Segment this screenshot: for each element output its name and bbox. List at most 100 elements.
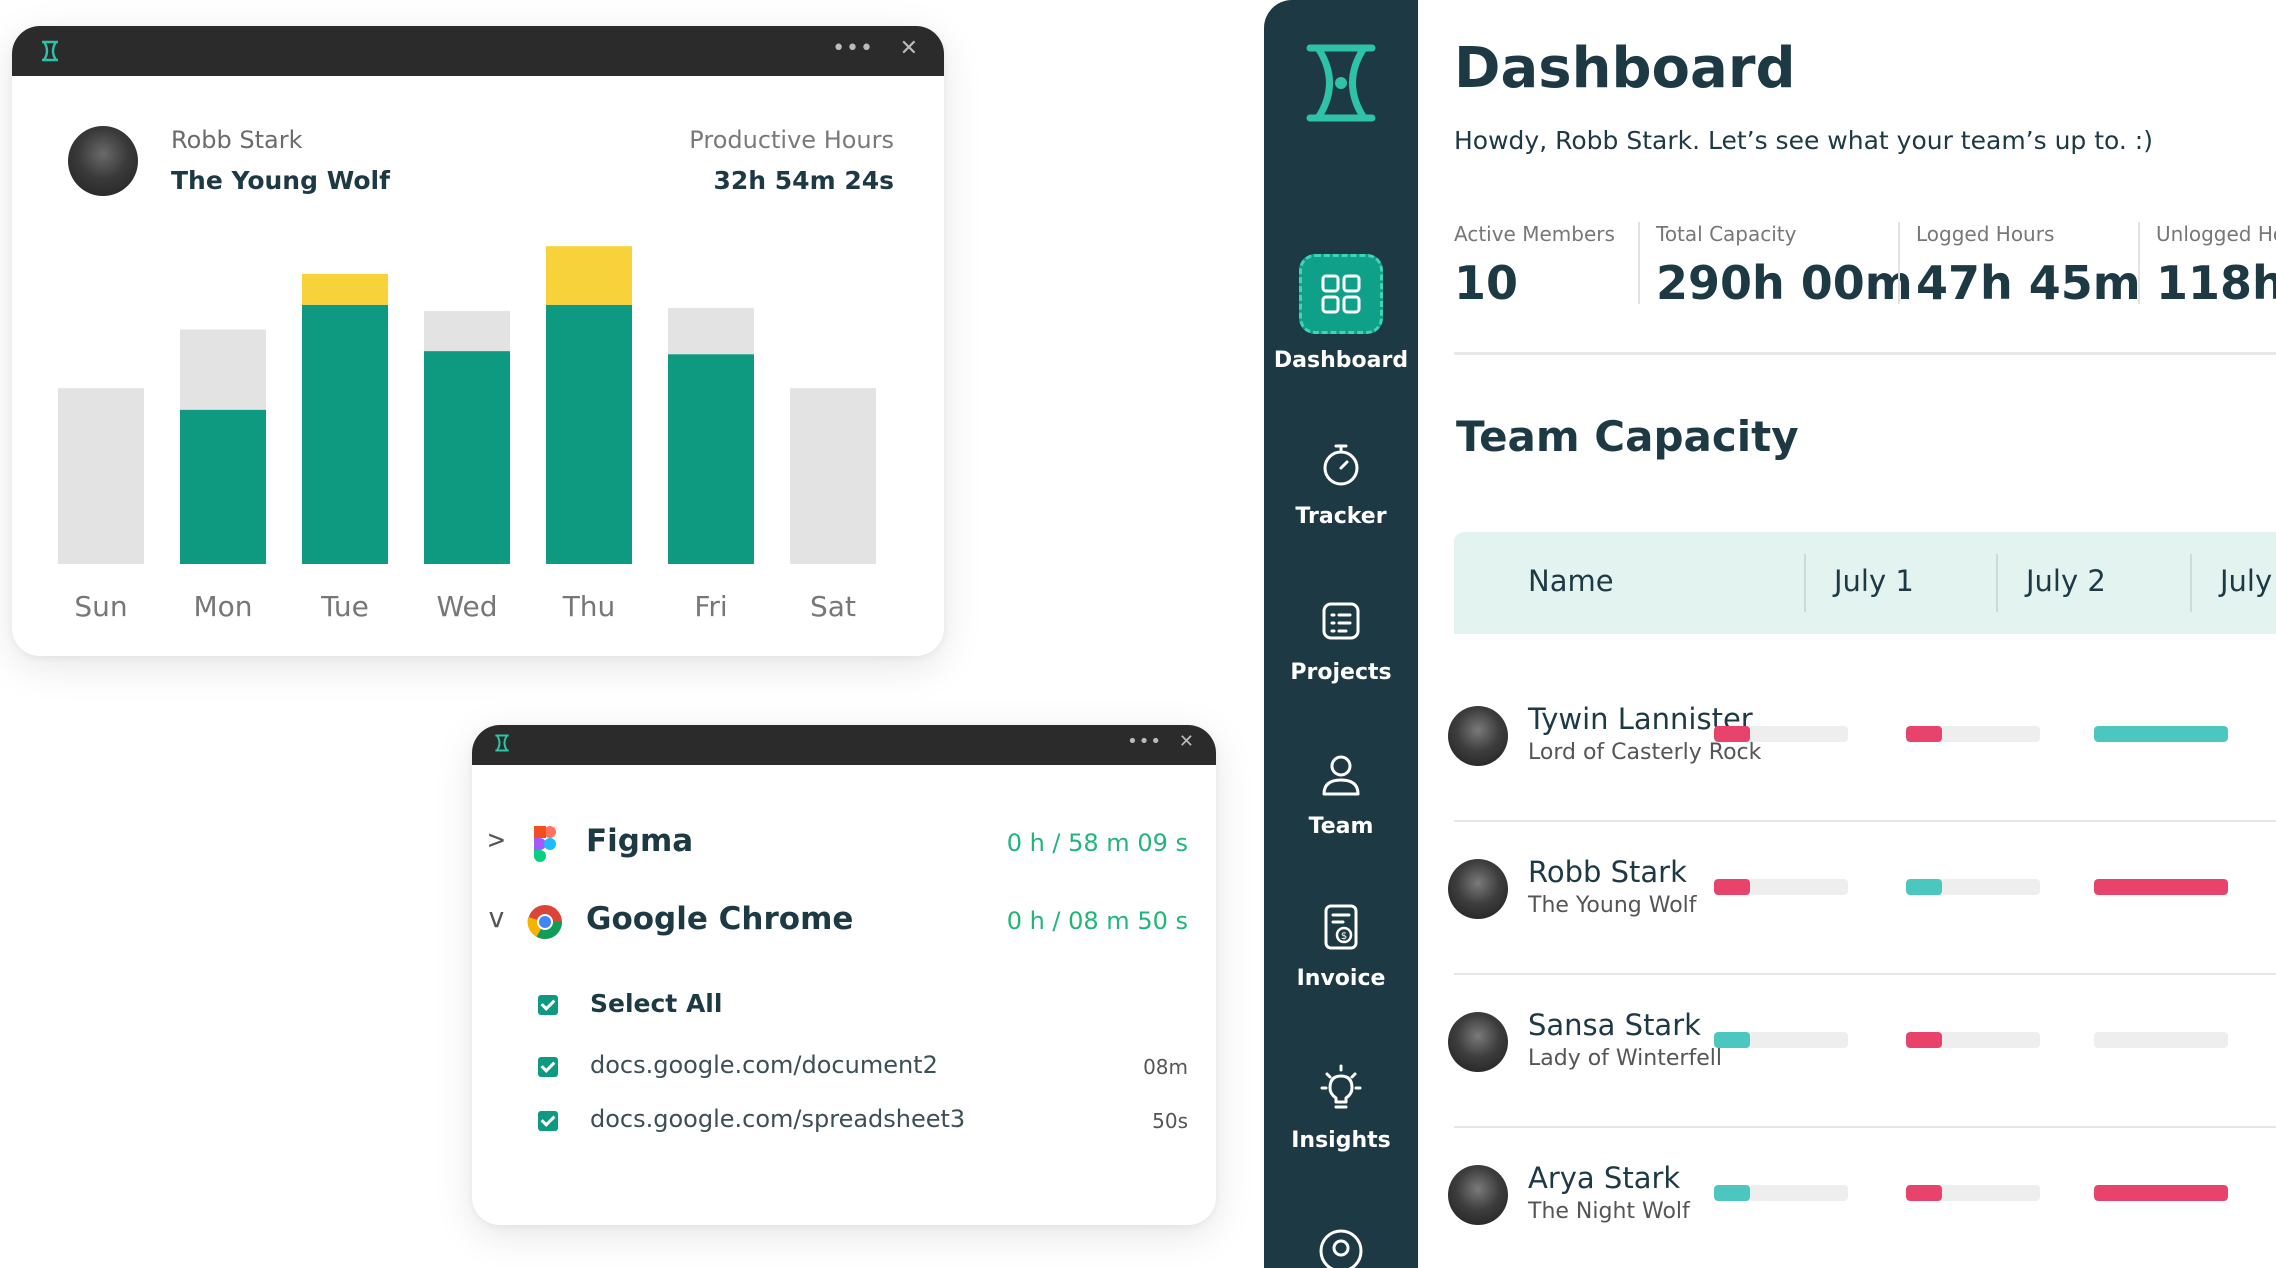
url-checkbox[interactable] [538, 1057, 558, 1077]
divider [1638, 222, 1640, 304]
dashboard-app: Dashboard Tracker Projects Team [1264, 0, 2276, 1268]
user-title: The Young Wolf [171, 166, 390, 195]
sidebar-item-dashboard[interactable]: Dashboard [1264, 254, 1418, 373]
chrome-icon [527, 905, 562, 939]
invoice-icon: $ [1324, 904, 1358, 950]
stat-logged-hours: Logged Hours 47h 45m [1916, 222, 2141, 310]
stat-label: Unlogged Ho [2156, 222, 2276, 246]
member-title: The Young Wolf [1528, 893, 1697, 918]
productive-hours-label: Productive Hours [689, 126, 894, 154]
app-time: 0 h / 08 m 50 s [1006, 907, 1188, 935]
stat-value: 118h 4 [2156, 256, 2276, 310]
row-divider [1454, 973, 2276, 975]
url-duration: 08m [1143, 1055, 1188, 1079]
bar-thu-teal [546, 304, 632, 564]
stats-bar: Active Members 10 Total Capacity 290h 00… [1454, 222, 2276, 312]
select-all-checkbox[interactable] [538, 995, 558, 1015]
sidebar-item-settings[interactable] [1264, 1226, 1418, 1268]
url-duration: 50s [1152, 1109, 1188, 1133]
bar-mon-teal [180, 409, 266, 564]
row-divider [1454, 820, 2276, 822]
bar-wed-gray [424, 310, 510, 352]
sidebar-item-projects[interactable]: Projects [1264, 596, 1418, 685]
productive-hours-value: 32h 54m 24s [713, 166, 894, 195]
bar-mon-gray [180, 329, 266, 410]
avatar [1448, 706, 1508, 766]
table-row[interactable]: Arya Stark The Night Wolf [1448, 1131, 2276, 1268]
avatar [1448, 1165, 1508, 1225]
capacity-bar [1714, 879, 1848, 895]
app-logo-icon [495, 734, 509, 752]
capacity-bar [1714, 1185, 1848, 1201]
app-usage-window: ••• ✕ > Figma 0 h / 58 m 09 s v Google C… [472, 725, 1216, 1225]
sidebar-item-label: Dashboard [1273, 348, 1409, 373]
stat-value: 10 [1454, 256, 1519, 310]
capacity-bar [2094, 1032, 2228, 1048]
select-all-row[interactable]: Select All [472, 987, 1216, 1027]
url-row[interactable]: docs.google.com/spreadsheet3 50s [472, 1103, 1216, 1143]
sidebar-item-label: Tracker [1295, 504, 1387, 529]
sidebar-item-insights[interactable]: Insights [1264, 1064, 1418, 1153]
close-icon[interactable]: ✕ [1178, 731, 1194, 752]
x-tick-label: Tue [320, 590, 369, 623]
more-options-icon[interactable]: ••• [1127, 731, 1162, 752]
figma-icon [534, 826, 556, 862]
user-name: Robb Stark [171, 126, 303, 154]
x-tick-label: Wed [436, 590, 497, 623]
app-row-chrome[interactable]: v Google Chrome 0 h / 08 m 50 s [472, 897, 1216, 947]
avatar [68, 126, 138, 196]
app-logo-icon [42, 40, 58, 62]
more-options-icon[interactable]: ••• [832, 36, 874, 61]
stat-label: Logged Hours [1916, 222, 2055, 246]
bar-wed-teal [424, 351, 510, 564]
column-header-date[interactable]: July 2 [2026, 564, 2106, 598]
row-divider [1454, 1126, 2276, 1128]
chevron-down-icon[interactable]: v [488, 901, 505, 934]
sidebar: Dashboard Tracker Projects Team [1264, 0, 1418, 1268]
x-tick-label: Fri [694, 590, 727, 623]
stat-label: Total Capacity [1656, 222, 1797, 246]
member-name: Robb Stark [1528, 855, 1687, 889]
member-title: Lord of Casterly Rock [1528, 740, 1762, 765]
divider [1898, 222, 1900, 304]
column-header-date[interactable]: July 1 [1834, 564, 1914, 598]
capacity-bar [1906, 1032, 2040, 1048]
url-checkbox[interactable] [538, 1111, 558, 1131]
url-row[interactable]: docs.google.com/document2 08m [472, 1049, 1216, 1089]
capacity-bar [1906, 879, 2040, 895]
bar-thu-yellow [546, 246, 632, 305]
select-all-label: Select All [590, 989, 723, 1018]
bar-tue-yellow [302, 273, 388, 305]
bar-tue-teal [302, 304, 388, 564]
x-tick-label: Thu [562, 590, 616, 623]
table-row[interactable]: Robb Stark The Young Wolf [1448, 825, 2276, 975]
stat-total-capacity: Total Capacity 290h 00m [1656, 222, 1913, 310]
capacity-bar [2094, 879, 2228, 895]
member-name: Arya Stark [1528, 1161, 1681, 1195]
sidebar-item-label: Invoice [1296, 966, 1386, 991]
close-icon[interactable]: ✕ [899, 36, 918, 61]
app-row-figma[interactable]: > Figma 0 h / 58 m 09 s [472, 819, 1216, 869]
app-name: Figma [586, 823, 694, 859]
member-name: Sansa Stark [1528, 1008, 1701, 1042]
avatar [1448, 859, 1508, 919]
stat-value: 47h 45m [1916, 256, 2141, 310]
stat-label: Active Members [1454, 222, 1615, 246]
table-row[interactable]: Sansa Stark Lady of Winterfell [1448, 978, 2276, 1128]
divider [1996, 554, 1998, 612]
stat-unlogged-hours: Unlogged Ho 118h 4 [2156, 222, 2276, 310]
x-tick-label: Sat [810, 590, 856, 623]
column-header-date[interactable]: July [2220, 564, 2273, 598]
stopwatch-icon [1323, 444, 1359, 486]
column-header-name[interactable]: Name [1528, 564, 1614, 598]
divider [2190, 554, 2192, 612]
capacity-bar [1714, 726, 1848, 742]
chevron-right-icon[interactable]: > [488, 823, 505, 856]
team-icon [1322, 755, 1360, 796]
sidebar-item-invoice[interactable]: $ Invoice [1264, 902, 1418, 991]
table-row[interactable]: Tywin Lannister Lord of Casterly Rock [1448, 672, 2276, 822]
sidebar-item-team[interactable]: Team [1264, 750, 1418, 839]
member-title: Lady of Winterfell [1528, 1046, 1722, 1071]
productive-hours-window: ••• ✕ Robb Stark The Young Wolf Producti… [12, 26, 944, 656]
sidebar-item-tracker[interactable]: Tracker [1264, 440, 1418, 529]
